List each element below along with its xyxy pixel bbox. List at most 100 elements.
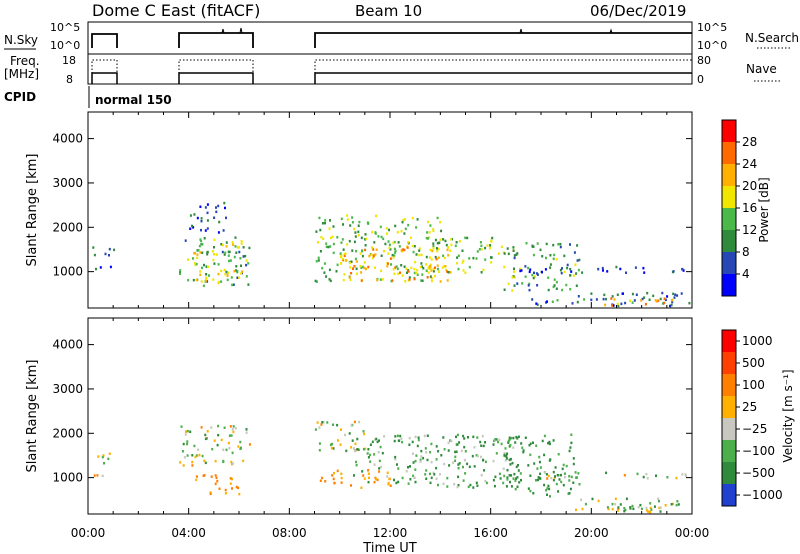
vel-cell-r4 (318, 426, 321, 429)
vel-cell-r6 (430, 476, 433, 480)
power-cell-r2 (226, 278, 229, 282)
vel-cell-r5 (387, 481, 390, 485)
power-cell-r7 (360, 271, 363, 274)
power-cell-r4 (232, 243, 235, 246)
power-cell-r6 (357, 233, 360, 237)
vel-cell-r6 (475, 454, 478, 457)
power-cell-r6 (403, 218, 406, 221)
vel-cell-r5 (368, 476, 370, 480)
colorbar-segment (722, 418, 736, 440)
power-cell-r7 (375, 248, 378, 251)
power-cell-r6 (325, 275, 328, 278)
power-cell-r6 (346, 214, 349, 217)
power-cell-r9 (549, 254, 552, 257)
power-cell-r6 (428, 236, 431, 239)
power-cell-r2 (198, 244, 201, 248)
power-cell-r0 (108, 247, 111, 251)
vel-cell-r6 (502, 481, 505, 485)
vel-cell-r4 (331, 442, 334, 446)
y-tick-label: 3000 (52, 382, 83, 396)
vel-cell-r5 (319, 479, 322, 482)
vel-cell-r2 (211, 447, 214, 451)
vel-cell-r6 (429, 481, 432, 485)
vel-cell-r6 (420, 455, 423, 458)
power-cell-r9 (549, 263, 552, 266)
vel-cell-r9 (611, 507, 614, 511)
vel-cell-r2 (203, 459, 206, 463)
power-cell-r2 (234, 236, 237, 239)
vel-cell-r6 (494, 475, 497, 479)
power-cell-r6 (340, 254, 343, 257)
vel-cell-r6 (507, 441, 510, 444)
vel-cell-r7 (570, 475, 573, 479)
power-cell-r9 (532, 276, 535, 280)
power-cell-r9 (559, 242, 562, 246)
vel-cell-r7 (520, 442, 523, 445)
power-cell-r9 (569, 287, 572, 291)
power-cell-r5 (215, 206, 217, 209)
power-cell-r9 (513, 270, 516, 273)
power-cell-r11 (670, 303, 673, 307)
power-cell-r2 (179, 271, 181, 274)
power-cell-r7 (393, 272, 396, 276)
power-cell-r5 (213, 216, 216, 219)
vel-cell-r2 (191, 454, 194, 457)
vel-cell-r6 (473, 465, 476, 468)
vel-cell-r2 (222, 459, 225, 463)
power-cell-r2 (220, 243, 223, 246)
vel-cell-r9 (607, 507, 610, 511)
power-cell-r6 (432, 270, 435, 273)
power-cell-r11 (612, 304, 615, 307)
vel-cell-r2 (180, 425, 183, 428)
vel-cell-r7 (517, 435, 520, 438)
power-cell-r2 (235, 269, 237, 272)
power-cell-r6 (343, 273, 346, 276)
vel-cell-r4 (353, 447, 355, 450)
power-cell-r9 (555, 258, 558, 261)
vel-cell-r9 (657, 497, 660, 501)
power-cell-r7 (402, 248, 405, 251)
power-cell-r6 (384, 242, 387, 246)
vel-cell-r0 (97, 455, 100, 458)
power-cell-r2 (240, 264, 242, 267)
power-cell-r6 (329, 245, 332, 248)
vel-cell-r7 (533, 462, 536, 465)
power-cell-r9 (511, 276, 514, 279)
vel-cell-r8 (645, 472, 648, 476)
power-cell-r9 (539, 248, 542, 252)
x-tick-label: 00:00 (71, 526, 106, 540)
vel-cell-r3 (218, 487, 221, 490)
vel-cell-r6 (371, 440, 374, 444)
vel-cell-r2 (232, 462, 234, 465)
vel-cell-r2 (193, 444, 196, 448)
power-cell-r9 (549, 266, 552, 269)
colorbar-frame (721, 329, 737, 507)
power-cell-r8 (456, 256, 459, 259)
power-cell-r6 (357, 230, 360, 234)
power-cell-r9 (553, 278, 556, 281)
power-cell-r6 (355, 272, 358, 276)
power-cell-r4 (221, 243, 224, 247)
y-tick-label: 2000 (52, 220, 83, 234)
power-cell-r2 (179, 269, 182, 272)
power-cell-r6 (391, 253, 394, 257)
vel-cell-r9 (664, 504, 667, 507)
power-cell-r6 (354, 257, 357, 261)
vel-cell-r6 (378, 467, 381, 470)
power-cell-r9 (576, 244, 579, 247)
colorbar-tick-label: 100 (742, 378, 765, 392)
power-cell-r7 (349, 266, 352, 269)
power-cell-r2 (200, 280, 203, 283)
power-cell-r9 (513, 267, 515, 270)
vel-cell-r6 (462, 479, 465, 482)
power-cell-r11 (672, 292, 675, 296)
vel-cell-r7 (518, 481, 521, 484)
power-cell-r6 (330, 236, 332, 240)
vel-cell-r8 (575, 476, 578, 479)
vel-cell-r9 (580, 498, 583, 502)
power-cell-r8 (445, 243, 448, 247)
power-cell-r8 (486, 244, 489, 247)
power-cell-r9 (572, 274, 575, 277)
vel-cell-r5 (321, 476, 324, 480)
